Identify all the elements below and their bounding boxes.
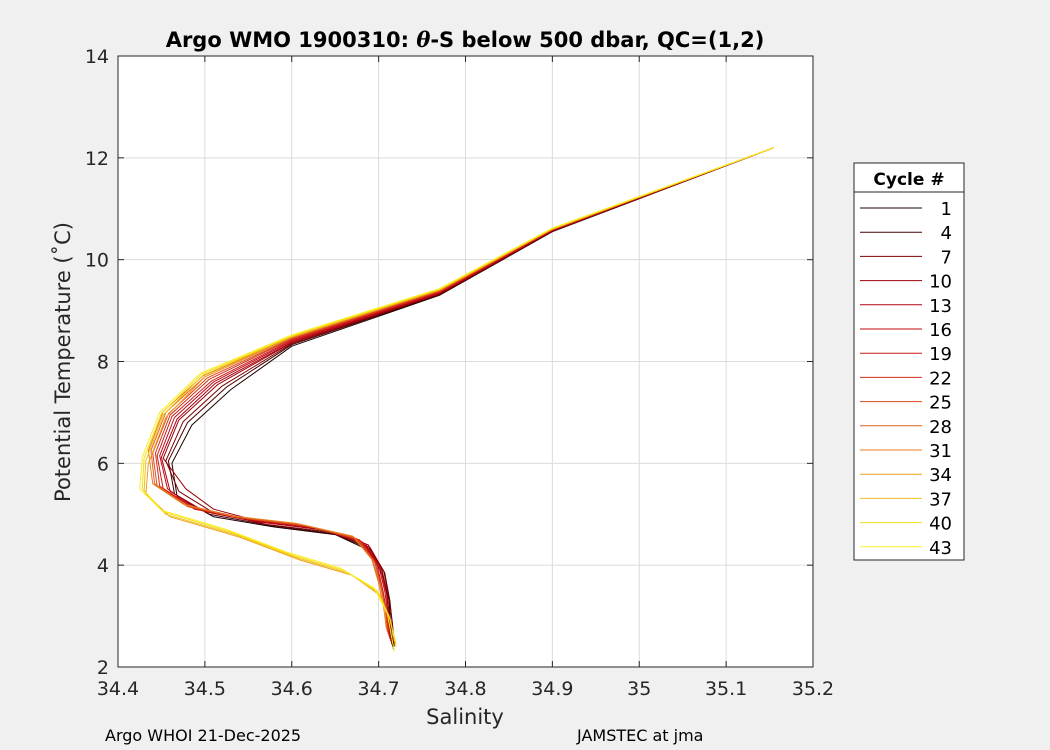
- legend-title: Cycle #: [873, 170, 944, 190]
- x-tick-label: 35: [627, 678, 651, 700]
- series-line-cycle-19: [156, 147, 775, 637]
- footer-left-text: Argo WHOI 21-Dec-2025: [105, 726, 302, 745]
- legend-label: 1: [941, 199, 952, 220]
- series-line-cycle-40: [141, 147, 775, 647]
- legend-label: 22: [929, 368, 952, 389]
- x-tick-label: 35.2: [792, 678, 834, 700]
- series-line-cycle-13: [160, 147, 775, 642]
- legend-label: 37: [929, 489, 952, 510]
- legend-label: 16: [929, 320, 952, 341]
- x-tick-label: 34.8: [444, 678, 486, 700]
- legend-box: [853, 162, 965, 561]
- y-tick-label: 6: [97, 453, 109, 475]
- y-tick-label: 14: [85, 46, 109, 68]
- legend-label: 10: [929, 272, 952, 293]
- y-tick-label: 10: [85, 250, 109, 272]
- legend-label: 19: [929, 344, 952, 365]
- legend-label: 7: [941, 247, 952, 268]
- x-axis-label: Salinity: [426, 705, 504, 729]
- series-line-cycle-16: [159, 147, 775, 640]
- x-tick-label: 34.7: [357, 678, 399, 700]
- series-lines: [139, 147, 775, 652]
- x-ticks: 34.4 34.5 34.6 34.7 34.8 34.9 35 35.1 35.2: [97, 56, 834, 700]
- chart-title: Argo WMO 1900310: θ-S below 500 dbar, QC…: [166, 27, 765, 52]
- legend: Cycle # 1 4 7 10 13 16 19 22 25 28 31 34 37 40 43: [853, 162, 965, 561]
- y-tick-label: 8: [97, 352, 109, 374]
- y-tick-label: 4: [97, 555, 109, 577]
- legend-label: 31: [929, 441, 952, 462]
- y-axis-label: Potential Temperature (˚C): [51, 222, 75, 502]
- y-tick-label: 12: [85, 148, 109, 170]
- legend-entries: 1 4 7 10 13 16 19 22 25 28 31 34 37 40 43: [860, 199, 952, 559]
- legend-label: 4: [941, 223, 952, 244]
- x-tick-label: 34.9: [531, 678, 573, 700]
- footer-right-text: JAMSTEC at jma: [577, 726, 704, 745]
- series-line-cycle-34: [145, 147, 775, 642]
- legend-label: 34: [929, 465, 952, 486]
- series-line-cycle-7: [165, 147, 775, 647]
- series-line-cycle-43: [139, 147, 775, 652]
- legend-label: 43: [929, 538, 952, 559]
- x-tick-label: 35.1: [705, 678, 747, 700]
- x-tick-label: 34.6: [271, 678, 313, 700]
- legend-label: 13: [929, 296, 952, 317]
- x-tick-label: 34.4: [97, 678, 139, 700]
- legend-label: 28: [929, 417, 952, 438]
- y-ticks: 2 4 6 8 10 12 14: [85, 46, 813, 679]
- legend-label: 40: [929, 514, 952, 535]
- x-tick-label: 34.5: [184, 678, 226, 700]
- legend-label: 25: [929, 393, 952, 414]
- y-tick-label: 2: [97, 657, 109, 679]
